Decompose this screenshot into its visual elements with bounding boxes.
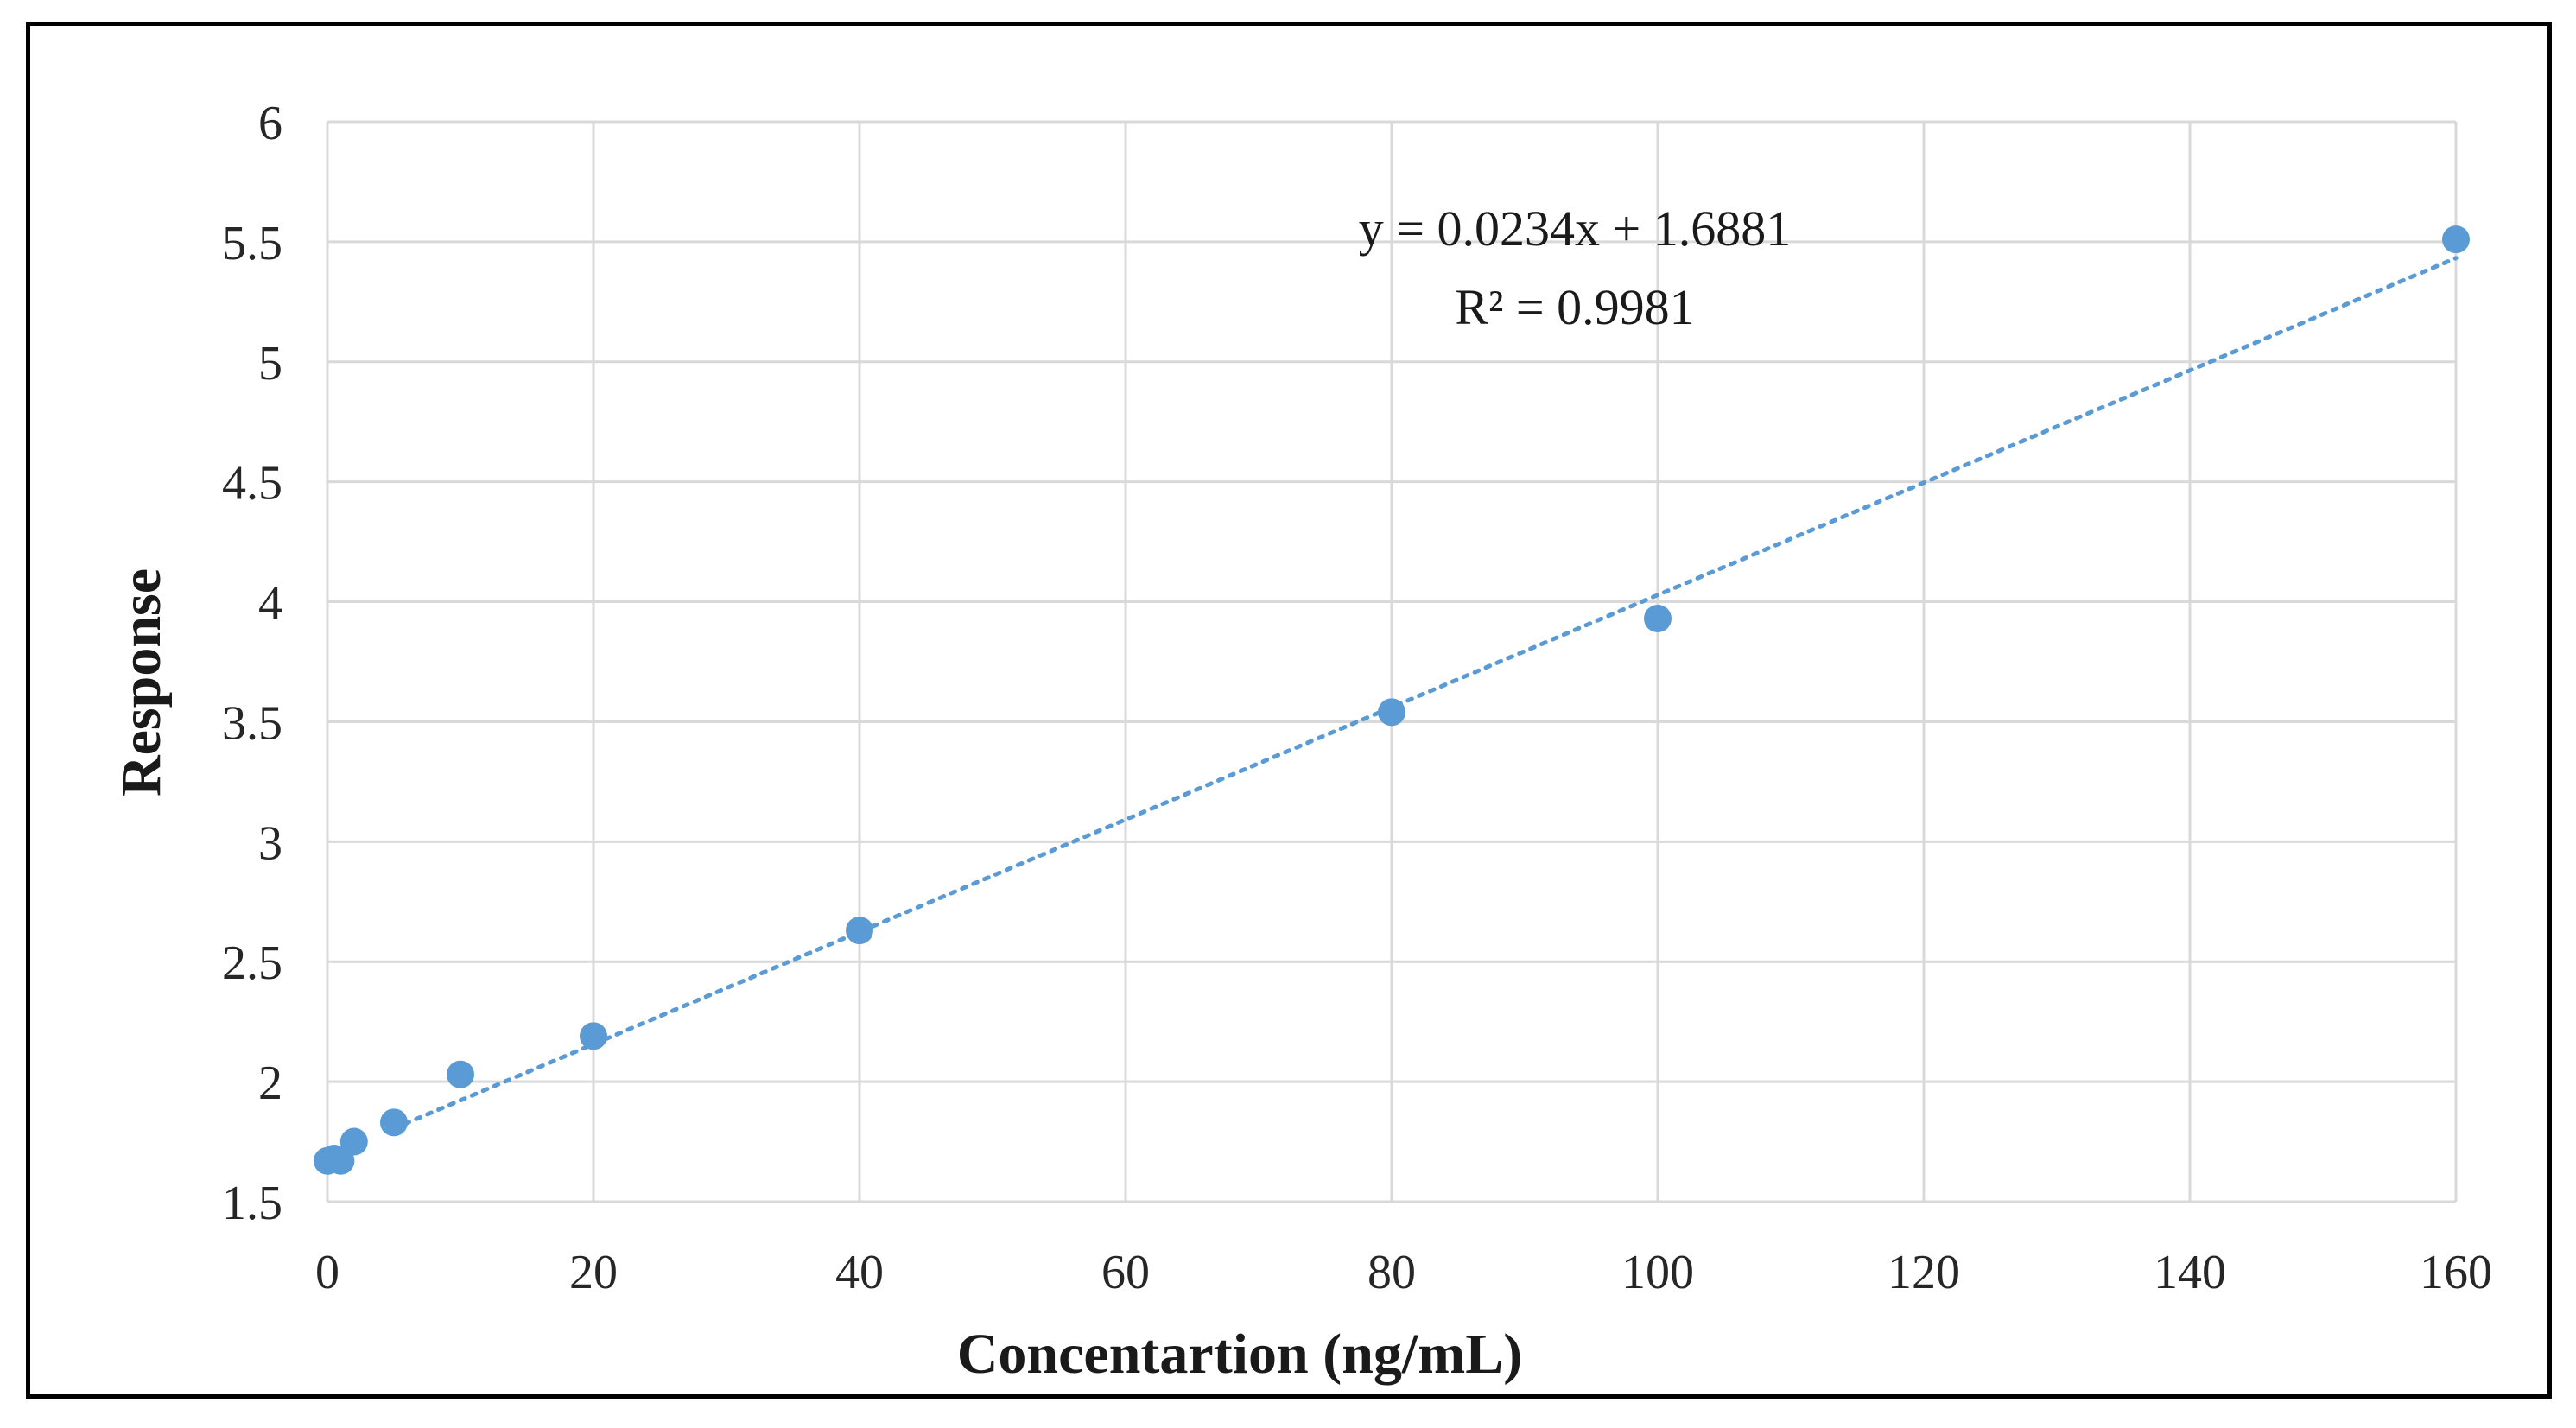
data-point (447, 1060, 474, 1088)
y-tick-label: 4 (258, 577, 282, 631)
grid (326, 120, 2458, 1203)
y-tick-label: 2.5 (222, 936, 282, 990)
x-tick-label: 100 (1621, 1246, 1694, 1299)
trendline-equation: y = 0.0234x + 1.6881 (1359, 200, 1791, 257)
data-point (339, 1127, 368, 1156)
x-tick-label: 20 (569, 1246, 618, 1299)
data-point (1378, 698, 1405, 727)
chart-frame: 0 20 40 60 80 100 120 140 160 1.5 2 2.5 3 3.5 4 4.5 5 5.… (26, 22, 2552, 1399)
y-tick-label: 4.5 (222, 457, 282, 511)
x-tick-label: 160 (2420, 1246, 2492, 1299)
y-tick-label: 3 (258, 816, 282, 870)
x-tick-label: 40 (835, 1246, 884, 1299)
data-point (327, 1146, 355, 1175)
y-axis-title: Response (110, 568, 173, 797)
data-point (2442, 225, 2470, 254)
linear-trendline (391, 256, 2459, 1131)
x-tick-label: 60 (1101, 1246, 1150, 1299)
x-axis-ticks: 0 20 40 60 80 100 120 140 160 (315, 1246, 2492, 1299)
data-points (314, 225, 2470, 1175)
y-axis-ticks: 1.5 2 2.5 3 3.5 4 4.5 5 5.5 6 (222, 97, 282, 1230)
data-point (380, 1108, 408, 1137)
y-tick-label: 5.5 (222, 217, 282, 270)
x-tick-label: 140 (2154, 1246, 2226, 1299)
trendline-r-squared: R² = 0.9981 (1455, 279, 1694, 335)
y-tick-label: 1.5 (222, 1177, 282, 1230)
y-tick-label: 6 (258, 97, 282, 150)
x-axis-title: Concentartion (ng/mL) (957, 1323, 1522, 1386)
trendline-layer (391, 256, 2459, 1131)
y-tick-label: 5 (258, 337, 282, 390)
data-point (1644, 605, 1672, 632)
x-tick-label: 0 (315, 1246, 339, 1299)
y-tick-label: 2 (258, 1057, 282, 1110)
data-point (580, 1022, 607, 1050)
x-tick-label: 80 (1367, 1246, 1416, 1299)
scatter-chart: 0 20 40 60 80 100 120 140 160 1.5 2 2.5 3 3.5 4 4.5 5 5.… (110, 97, 2492, 1386)
data-point (846, 917, 873, 945)
x-tick-label: 120 (1888, 1246, 1960, 1299)
y-tick-label: 3.5 (222, 696, 282, 750)
